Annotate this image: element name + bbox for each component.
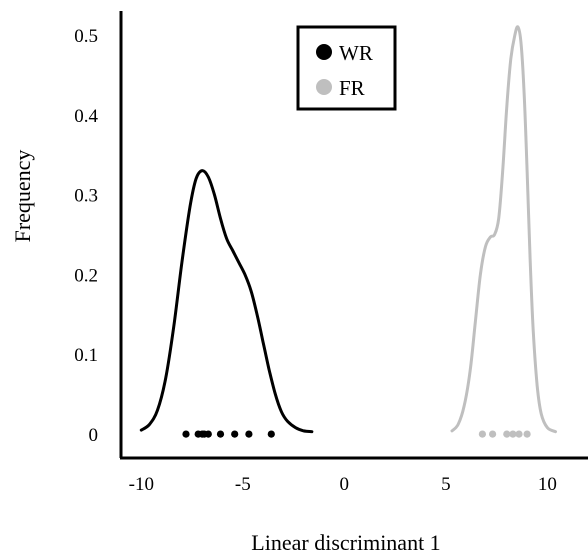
density-curve-fr xyxy=(450,25,557,434)
data-point-wr xyxy=(231,430,239,438)
y-tick-label: 0.5 xyxy=(74,26,98,47)
data-point-fr xyxy=(489,430,497,438)
x-tick-labels: -10 -5 0 5 10 xyxy=(129,474,557,495)
x-tick-label: 10 xyxy=(538,474,557,495)
x-tick-label: -10 xyxy=(129,474,154,495)
x-tick-label: 5 xyxy=(441,474,451,495)
legend-label-fr: FR xyxy=(339,76,365,100)
axes xyxy=(119,11,588,460)
data-point-fr xyxy=(503,430,511,438)
data-point-wr xyxy=(267,430,275,438)
x-axis-title: Linear discriminant 1 xyxy=(251,530,440,555)
legend-marker-fr xyxy=(316,79,332,95)
y-tick-label: 0.1 xyxy=(74,345,98,366)
y-tick-label: 0.4 xyxy=(74,106,98,127)
x-tick-label: -5 xyxy=(235,474,251,495)
density-curves xyxy=(139,25,557,434)
y-tick-labels: 0 0.1 0.2 0.3 0.4 0.5 xyxy=(74,26,98,446)
data-point-fr xyxy=(515,430,523,438)
y-tick-label: 0.3 xyxy=(74,186,98,207)
data-point-fr xyxy=(478,430,486,438)
legend-label-wr: WR xyxy=(339,41,373,65)
y-axis-title: Frequency xyxy=(10,150,35,243)
legend-marker-wr xyxy=(316,44,332,60)
legend-box xyxy=(296,25,397,111)
rug-points xyxy=(182,430,531,438)
data-point-wr xyxy=(182,430,190,438)
data-point-fr xyxy=(523,430,531,438)
x-tick-label: 0 xyxy=(340,474,350,495)
data-point-wr xyxy=(216,430,225,438)
data-point-wr xyxy=(245,430,253,438)
density-curve-wr xyxy=(139,169,314,434)
legend: WR FR xyxy=(296,25,397,111)
data-point-wr xyxy=(204,430,212,438)
y-tick-label: 0.2 xyxy=(74,265,98,286)
y-tick-label: 0 xyxy=(89,425,99,446)
data-point-fr xyxy=(509,430,517,438)
